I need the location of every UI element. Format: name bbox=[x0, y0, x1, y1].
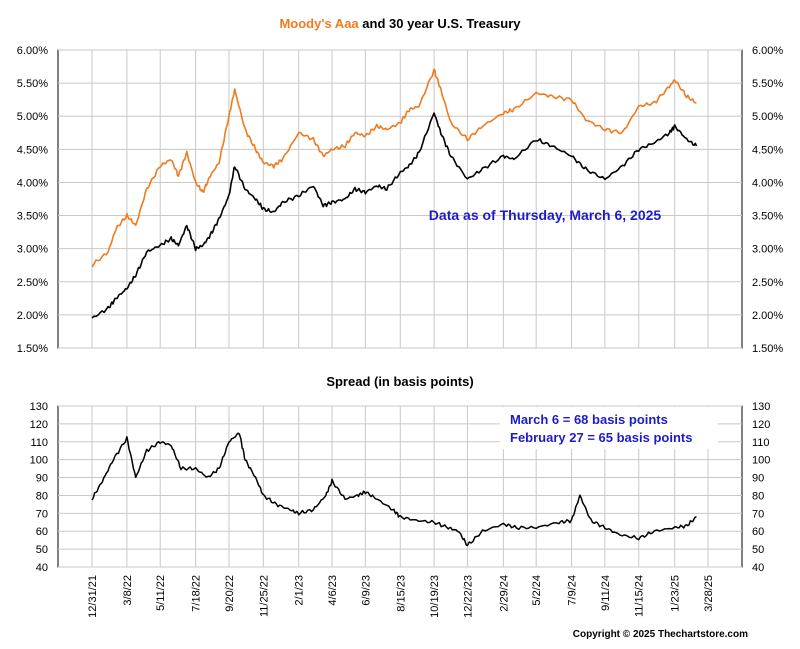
spread-y-tick-label-right: 110 bbox=[752, 437, 770, 449]
x-axis-tick-labels: 12/31/21 3/8/22 5/11/22 7/18/22 9/20/22 11/25… bbox=[87, 575, 715, 618]
top-y-tick-label-right: 4.00% bbox=[752, 177, 783, 189]
top-y-tick-label-left: 5.00% bbox=[17, 111, 48, 123]
spread-y-tick-label-left: 130 bbox=[30, 401, 48, 413]
x-tick-label: 12/22/23 bbox=[462, 575, 474, 618]
x-tick-label: 1/23/25 bbox=[670, 575, 682, 612]
x-tick-label: 3/8/22 bbox=[122, 575, 134, 606]
top-y-tick-label-right: 5.50% bbox=[752, 78, 783, 90]
x-tick-label: 7/9/24 bbox=[567, 575, 579, 606]
x-tick-label: 6/9/23 bbox=[360, 575, 372, 606]
spread-y-tick-label-right: 80 bbox=[752, 490, 764, 502]
spread-y-tick-label-left: 70 bbox=[36, 508, 48, 520]
x-tick-label: 11/25/22 bbox=[258, 575, 270, 617]
spread-y-tick-label-right: 130 bbox=[752, 401, 770, 413]
x-tick-label: 7/18/22 bbox=[191, 575, 203, 612]
spread-y-tick-label-left: 80 bbox=[36, 490, 48, 502]
spread-y-tick-label-left: 100 bbox=[30, 455, 48, 467]
copyright-text: Copyright © 2025 Thechartstore.com bbox=[573, 629, 748, 640]
spread-y-tick-label-right: 70 bbox=[752, 508, 764, 520]
spread-y-tick-label-right: 120 bbox=[752, 419, 770, 431]
series-line-spread bbox=[91, 432, 697, 547]
top-y-tick-label-right: 2.50% bbox=[752, 277, 783, 289]
spread-y-tick-label-right: 40 bbox=[752, 562, 764, 574]
spread-y-tick-label-left: 120 bbox=[30, 419, 48, 431]
spread-y-tick-label-left: 90 bbox=[36, 473, 48, 485]
top-chart-title: Moody's Aaa and 30 year U.S. Treasury bbox=[279, 16, 521, 31]
spread-y-tick-label-left: 110 bbox=[30, 437, 48, 449]
top-y-tick-label-left: 3.50% bbox=[17, 211, 48, 223]
top-y-tick-label-right: 6.00% bbox=[752, 45, 783, 57]
top-y-tick-label-right: 4.50% bbox=[752, 144, 783, 156]
top-series-group bbox=[91, 68, 698, 319]
top-y-tick-label-right: 1.50% bbox=[752, 343, 783, 355]
top-y-tick-label-left: 2.50% bbox=[17, 277, 48, 289]
title-rest-part: and 30 year U.S. Treasury bbox=[359, 16, 522, 31]
spread-y-ticks-right: 40 50 60 70 80 90 100 110 120 130 bbox=[752, 401, 770, 574]
x-tick-label: 2/29/24 bbox=[498, 575, 510, 612]
top-annotation: Data as of Thursday, March 6, 2025 bbox=[429, 207, 662, 223]
spread-chart-title: Spread (in basis points) bbox=[326, 374, 473, 389]
x-tick-label: 12/31/21 bbox=[87, 575, 99, 618]
top-grid bbox=[58, 49, 742, 349]
top-y-tick-label-left: 4.00% bbox=[17, 177, 48, 189]
x-tick-label: 5/11/22 bbox=[155, 575, 167, 611]
x-tick-label: 9/11/24 bbox=[600, 575, 612, 611]
spread-y-tick-label-right: 100 bbox=[752, 455, 770, 467]
spread-annotation-1: March 6 = 68 basis points bbox=[510, 412, 668, 427]
spread-annotation-2: February 27 = 65 basis points bbox=[510, 430, 692, 445]
top-y-tick-label-left: 3.00% bbox=[17, 244, 48, 256]
x-tick-label: 9/20/22 bbox=[224, 575, 236, 612]
series-line-moodys-aaa bbox=[91, 68, 697, 268]
top-y-tick-label-left: 4.50% bbox=[17, 144, 48, 156]
spread-y-tick-label-left: 60 bbox=[36, 526, 48, 538]
top-y-tick-label-right: 5.00% bbox=[752, 111, 783, 123]
x-tick-label: 3/28/25 bbox=[703, 575, 715, 612]
x-tick-label: 10/19/23 bbox=[429, 575, 441, 618]
top-y-tick-label-left: 5.50% bbox=[17, 78, 48, 90]
x-tick-label: 4/6/23 bbox=[327, 575, 339, 606]
top-y-tick-label-right: 2.00% bbox=[752, 310, 783, 322]
top-y-tick-label-left: 2.00% bbox=[17, 310, 48, 322]
top-y-tick-label-right: 3.00% bbox=[752, 244, 783, 256]
spread-y-tick-label-right: 90 bbox=[752, 473, 764, 485]
x-tick-label: 5/2/24 bbox=[531, 575, 543, 606]
series-line-treasury-30yr bbox=[91, 112, 698, 319]
x-tick-label: 11/15/24 bbox=[634, 575, 646, 617]
top-y-tick-label-left: 6.00% bbox=[17, 45, 48, 57]
spread-y-ticks-left: 40 50 60 70 80 90 100 110 120 130 bbox=[30, 401, 48, 574]
x-tick-label: 2/1/23 bbox=[294, 575, 306, 606]
spread-y-tick-label-right: 60 bbox=[752, 526, 764, 538]
spread-annotation-box bbox=[500, 407, 718, 449]
title-aaa-part: Moody's Aaa bbox=[279, 16, 359, 31]
top-y-tick-label-right: 3.50% bbox=[752, 211, 783, 223]
top-y-ticks-left: 1.50% 2.00% 2.50% 3.00% 3.50% 4.00% 4.50% 5.00%… bbox=[17, 45, 48, 355]
x-tick-label: 8/15/23 bbox=[395, 575, 407, 612]
top-y-tick-label-left: 1.50% bbox=[17, 343, 48, 355]
spread-series-group bbox=[91, 432, 697, 547]
top-y-ticks-right: 1.50% 2.00% 2.50% 3.00% 3.50% 4.00% 4.50% 5.00%… bbox=[752, 45, 783, 355]
spread-y-tick-label-left: 50 bbox=[36, 544, 48, 556]
spread-y-tick-label-left: 40 bbox=[36, 562, 48, 574]
spread-y-tick-label-right: 50 bbox=[752, 544, 764, 556]
